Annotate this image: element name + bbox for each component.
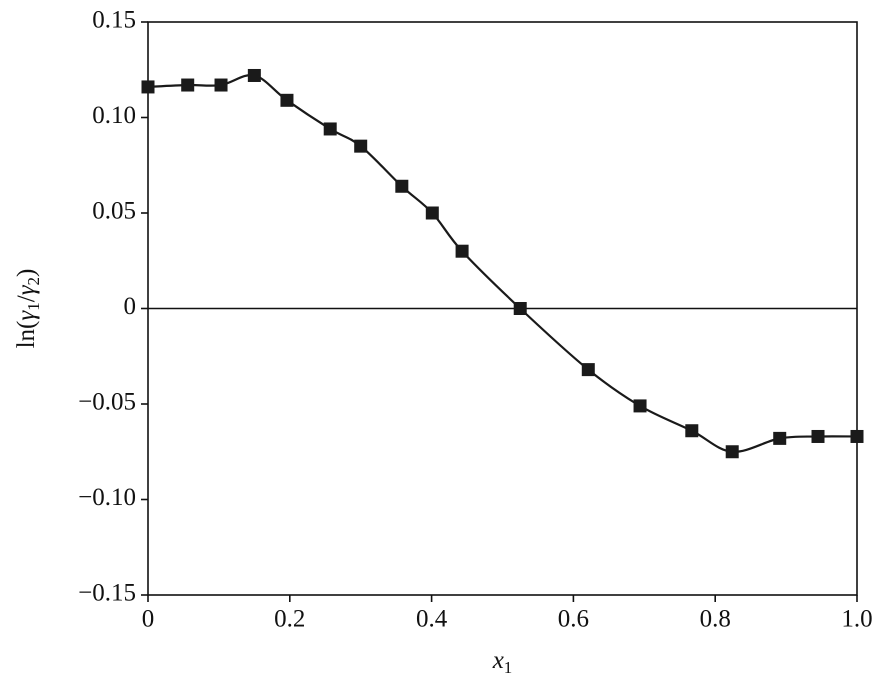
y-tick-label: −0.10 <box>78 484 136 511</box>
marker <box>455 244 469 258</box>
x-tick-label: 0.6 <box>558 606 589 633</box>
marker <box>581 363 595 377</box>
curve <box>147 73 858 453</box>
marker <box>280 93 294 107</box>
marker <box>850 429 864 443</box>
y-axis-label-part: / <box>13 295 40 302</box>
marker <box>685 424 699 438</box>
x-tick-label: 0.2 <box>274 606 305 633</box>
x-axis-label-part: 1 <box>504 658 513 677</box>
y-axis-label-part: 2 <box>24 277 43 286</box>
x-axis-label-part: x <box>492 647 504 674</box>
y-tick-label: 0.15 <box>92 7 136 34</box>
x-axis-label: x1 <box>492 647 513 677</box>
marker <box>773 431 787 445</box>
marker <box>633 399 647 413</box>
y-axis-label-part: 1 <box>24 302 43 311</box>
marker <box>354 139 368 153</box>
marker <box>811 429 825 443</box>
marker <box>214 78 228 92</box>
marker <box>323 122 337 136</box>
marker <box>247 68 261 82</box>
x-tick-label: 0.8 <box>700 606 731 633</box>
y-axis-label-part: ) <box>13 269 40 277</box>
marker <box>725 445 739 459</box>
x-tick-label: 1.0 <box>841 606 872 633</box>
y-tick-label: −0.15 <box>78 580 136 607</box>
x-tick-label: 0 <box>142 606 155 633</box>
marker <box>513 302 527 315</box>
y-tick-label: 0.10 <box>92 102 136 129</box>
y-tick-label: −0.05 <box>78 389 136 416</box>
y-axis-label: ln(γ1/γ2) <box>13 269 43 349</box>
marker <box>141 80 155 94</box>
y-axis-label-part: γ <box>13 310 40 321</box>
y-tick-label: 0.05 <box>92 198 136 225</box>
marker <box>181 78 195 92</box>
marker <box>425 206 439 220</box>
y-axis-label-part: γ <box>13 284 40 295</box>
marker <box>395 179 409 193</box>
y-axis-label-part: ln( <box>13 321 40 349</box>
y-tick-label: 0 <box>124 293 137 320</box>
x-tick-label: 0.4 <box>416 606 448 633</box>
